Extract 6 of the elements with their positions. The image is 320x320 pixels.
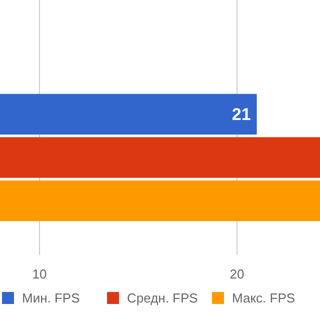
data-label: 21 — [232, 105, 251, 124]
legend-label: Средн. FPS — [127, 290, 198, 306]
x-tick-label: 20 — [230, 266, 244, 282]
legend-label: Мин. FPS — [22, 290, 80, 306]
legend-label: Макс. FPS — [232, 290, 296, 306]
x-tick-label: 10 — [32, 266, 47, 282]
